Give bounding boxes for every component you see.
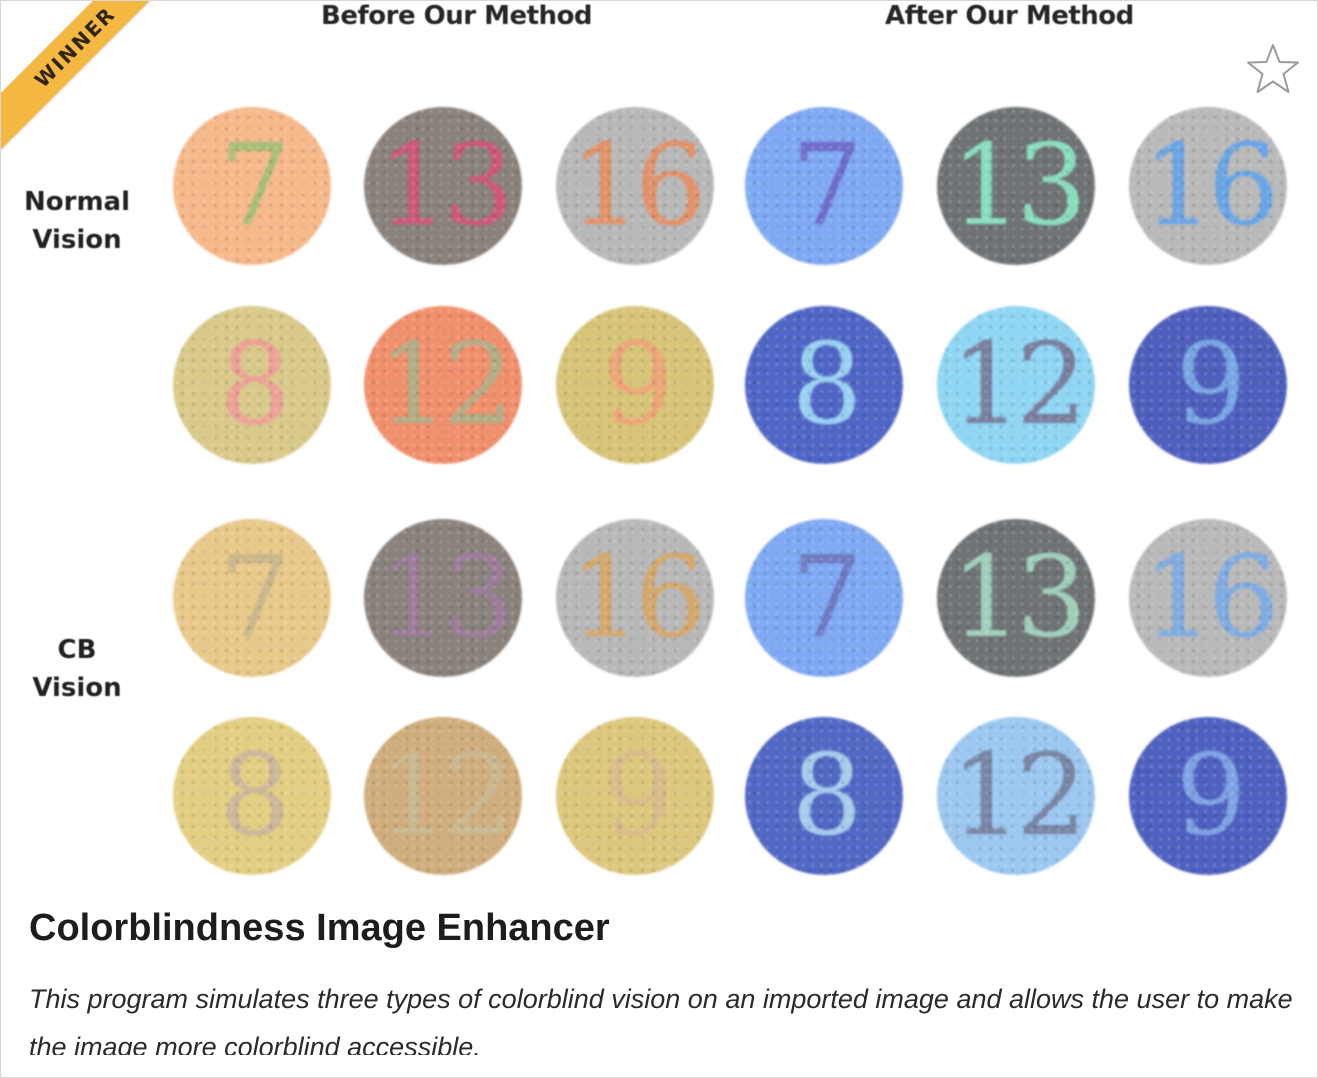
ishihara-plate: 9 [556, 717, 714, 875]
plate-number: 16 [1142, 533, 1279, 663]
ishihara-plate: 9 [1129, 306, 1287, 464]
ishihara-plate: 8 [173, 717, 331, 875]
plate-number: 16 [1142, 121, 1279, 251]
ishihara-plate: 16 [556, 107, 714, 265]
plate-number: 7 [219, 533, 290, 663]
ishihara-plate: 13 [937, 519, 1095, 677]
ishihara-plate: 9 [1129, 717, 1287, 875]
after-column-header: After Our Method [885, 1, 1134, 31]
project-title[interactable]: Colorblindness Image Enhancer [29, 907, 610, 949]
ishihara-plate: 7 [173, 519, 331, 677]
plate-number: 12 [950, 731, 1087, 861]
plate-number: 8 [219, 320, 290, 450]
ishihara-plate: 16 [1129, 107, 1287, 265]
cb-vision-label: CB Vision [32, 635, 122, 703]
ishihara-plate: 12 [364, 717, 522, 875]
ishihara-plate: 7 [173, 107, 331, 265]
plate-number: 7 [219, 121, 290, 251]
plate-number: 16 [569, 533, 706, 663]
ishihara-plate: 16 [556, 519, 714, 677]
plate-number: 9 [1175, 731, 1246, 861]
ishihara-plate: 9 [556, 306, 714, 464]
winner-ribbon: WINNER [1, 1, 182, 154]
normal-vision-label: Normal Vision [24, 187, 130, 255]
before-column-header: Before Our Method [321, 1, 593, 31]
star-outline-icon [1247, 44, 1299, 93]
plate-number: 13 [377, 121, 514, 251]
plate-number: 9 [1175, 320, 1246, 450]
plate-number: 7 [791, 533, 862, 663]
ishihara-plate: 16 [1129, 519, 1287, 677]
plate-number: 12 [950, 320, 1087, 450]
plate-number: 12 [377, 731, 514, 861]
plate-number: 13 [950, 121, 1087, 251]
plate-number: 13 [950, 533, 1087, 663]
ishihara-plate: 12 [937, 306, 1095, 464]
plate-number: 9 [602, 731, 673, 861]
plate-number: 12 [377, 320, 514, 450]
ishihara-plate: 7 [745, 519, 903, 677]
project-preview-image[interactable]: WINNER Before Our Method After Our Metho… [1, 1, 1317, 893]
ishihara-plate: 8 [173, 306, 331, 464]
favorite-star-icon[interactable] [1245, 41, 1301, 97]
ishihara-plate: 12 [364, 306, 522, 464]
plate-number: 7 [791, 121, 862, 251]
ishihara-plate: 7 [745, 107, 903, 265]
plate-number: 9 [602, 320, 673, 450]
ishihara-plate: 8 [745, 306, 903, 464]
plate-number: 8 [219, 731, 290, 861]
ishihara-plate: 12 [937, 717, 1095, 875]
card-bottom-edge [1, 1055, 1317, 1077]
plate-number: 13 [377, 533, 514, 663]
ishihara-plate: 13 [364, 107, 522, 265]
ishihara-plate: 8 [745, 717, 903, 875]
ishihara-plate: 13 [937, 107, 1095, 265]
winner-label: WINNER [29, 1, 121, 93]
ishihara-plate: 13 [364, 519, 522, 677]
plate-number: 8 [791, 320, 862, 450]
plate-number: 16 [569, 121, 706, 251]
plate-number: 8 [791, 731, 862, 861]
